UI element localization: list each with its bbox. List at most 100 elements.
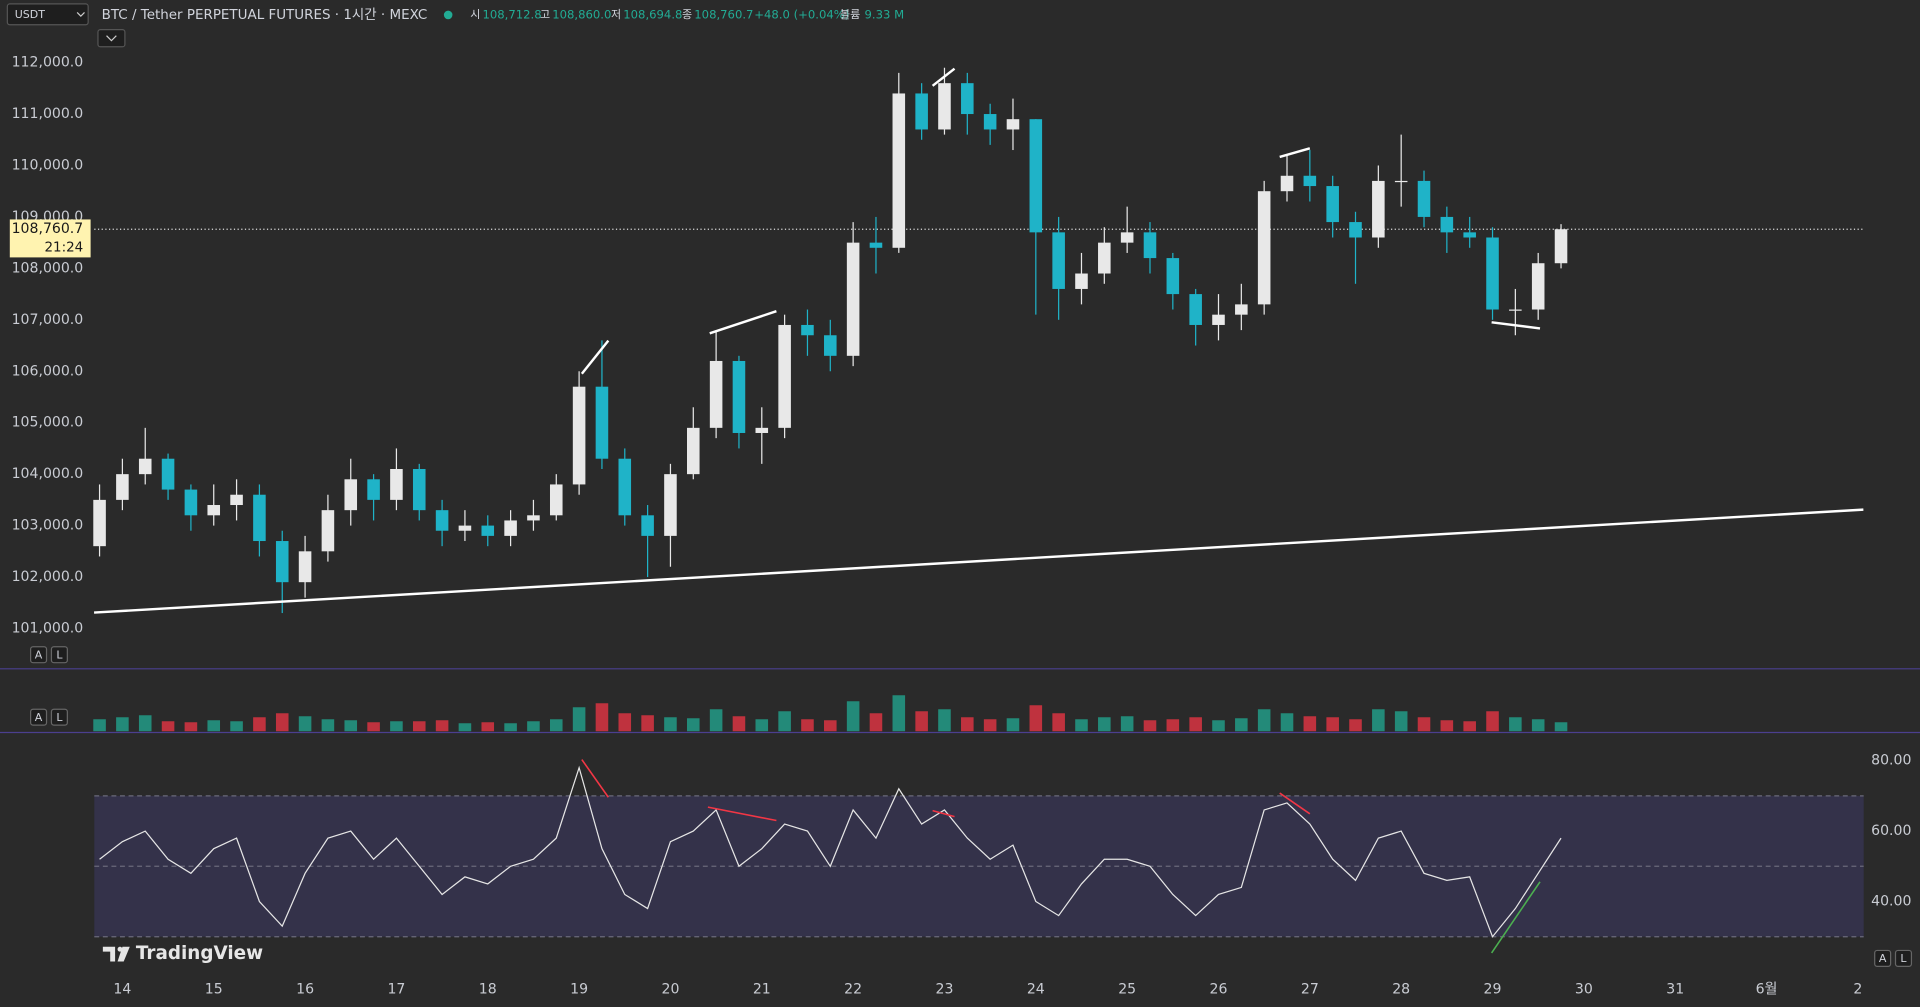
volume-bar bbox=[938, 709, 951, 732]
ohlc-value: 108,712.8 bbox=[482, 7, 541, 21]
x-tick-label: 25 bbox=[1118, 982, 1136, 998]
y-tick-label: 103,000.0 bbox=[12, 518, 84, 534]
candle-body bbox=[481, 525, 495, 536]
collapse-button[interactable] bbox=[97, 29, 126, 48]
candle-body bbox=[1486, 237, 1499, 310]
candle-body bbox=[983, 114, 997, 130]
volume-bar bbox=[230, 721, 243, 732]
candle-body bbox=[664, 474, 677, 536]
x-tick-label: 6월 bbox=[1756, 982, 1778, 998]
candle-body bbox=[709, 360, 723, 428]
candle-body bbox=[1326, 186, 1339, 223]
candle-body bbox=[572, 386, 586, 485]
pane-button-label: A bbox=[1879, 952, 1887, 965]
y-tick-label: 101,000.0 bbox=[12, 620, 84, 636]
candle-body bbox=[138, 458, 152, 475]
x-tick-label: 18 bbox=[479, 982, 497, 998]
drawing-line bbox=[1490, 881, 1541, 954]
x-tick-label: 23 bbox=[936, 982, 954, 998]
candle-body bbox=[641, 515, 654, 536]
volume-bar bbox=[732, 716, 746, 732]
candle-body bbox=[1531, 263, 1545, 310]
volume-bar bbox=[983, 719, 997, 732]
pane-button[interactable] bbox=[30, 708, 48, 726]
candle-body bbox=[390, 469, 403, 500]
volume-bar bbox=[481, 722, 495, 732]
watermark: TradingView bbox=[136, 943, 263, 964]
dropdown-chevron bbox=[76, 12, 85, 18]
candle-body bbox=[93, 499, 106, 547]
candle-body bbox=[116, 474, 129, 500]
x-tick-label: 2 bbox=[1853, 982, 1862, 998]
pane-button-label: L bbox=[56, 711, 63, 724]
countdown-label: 21:24 bbox=[44, 241, 83, 256]
candle-body bbox=[1166, 258, 1180, 295]
drawing-line bbox=[1491, 321, 1541, 330]
volume-bar bbox=[1463, 721, 1476, 732]
volume-bar bbox=[1166, 719, 1180, 732]
volume-bar bbox=[1303, 716, 1317, 732]
y-tick-label: 108,000.0 bbox=[12, 260, 84, 276]
symbol-selector[interactable] bbox=[6, 3, 89, 26]
pane-button-label: L bbox=[56, 648, 63, 661]
volume-bar bbox=[915, 711, 928, 732]
volume-bar bbox=[93, 719, 106, 732]
candle-body bbox=[595, 386, 609, 459]
volume-bar bbox=[1098, 717, 1111, 732]
volume-bar bbox=[1349, 719, 1362, 732]
symbol-title: BTC / Tether PERPETUAL FUTURES · 1시간 · M… bbox=[102, 7, 428, 23]
x-tick-label: 14 bbox=[113, 982, 131, 998]
pane-button[interactable] bbox=[1894, 949, 1913, 967]
x-tick-label: 16 bbox=[296, 982, 314, 998]
rsi-tick-label: 40.00 bbox=[1871, 894, 1911, 910]
volume-bar bbox=[846, 701, 860, 732]
volume-bar bbox=[664, 717, 677, 732]
volume-bar bbox=[1235, 718, 1248, 732]
pane-button[interactable] bbox=[50, 708, 68, 726]
candle-body bbox=[1417, 180, 1431, 217]
volume-bar bbox=[116, 717, 129, 732]
last-price-label: 108,760.7 bbox=[12, 221, 84, 237]
rsi-line bbox=[99, 765, 1562, 938]
volume-bar bbox=[1257, 709, 1271, 732]
volume-bar bbox=[504, 723, 517, 732]
drawing-line bbox=[580, 339, 610, 375]
candle-body bbox=[367, 479, 380, 500]
candle-body bbox=[1349, 222, 1362, 238]
x-tick-label: 26 bbox=[1210, 982, 1228, 998]
pane-button[interactable] bbox=[1874, 949, 1892, 967]
volume-bar bbox=[892, 695, 906, 732]
logo-mark bbox=[102, 946, 116, 962]
volume-bar bbox=[458, 723, 472, 732]
drawing-line bbox=[1279, 147, 1311, 159]
volume-bar bbox=[390, 721, 403, 732]
candle-body bbox=[504, 520, 517, 536]
ohlc-key: 종 bbox=[682, 8, 692, 21]
pane-button[interactable] bbox=[30, 646, 48, 664]
volume-bar bbox=[778, 711, 791, 732]
volume-bar bbox=[1326, 717, 1339, 732]
candle-body bbox=[938, 83, 951, 130]
candle-body bbox=[869, 242, 883, 248]
candle-body bbox=[549, 484, 563, 516]
ohlc-value: 108,694.8 bbox=[623, 7, 682, 21]
volume-key: 볼륨 bbox=[840, 8, 860, 21]
volume-bar bbox=[1212, 720, 1225, 732]
candle-body bbox=[1554, 229, 1568, 264]
y-tick-label: 111,000.0 bbox=[12, 106, 84, 122]
candle-body bbox=[846, 242, 860, 356]
status-dot bbox=[443, 10, 453, 20]
volume-bar bbox=[1509, 717, 1522, 732]
x-tick-label: 15 bbox=[205, 982, 223, 998]
candle-body bbox=[1303, 175, 1317, 187]
drawing-line bbox=[709, 310, 777, 335]
candle-body bbox=[618, 458, 632, 516]
candle-body bbox=[1098, 242, 1111, 274]
volume-bar bbox=[595, 703, 609, 732]
drawing-line bbox=[94, 508, 1864, 614]
ohlc-value: 108,760.7 bbox=[694, 7, 753, 21]
candle-body bbox=[1257, 191, 1271, 305]
pane-button[interactable] bbox=[50, 646, 68, 664]
candle-body bbox=[801, 324, 814, 336]
